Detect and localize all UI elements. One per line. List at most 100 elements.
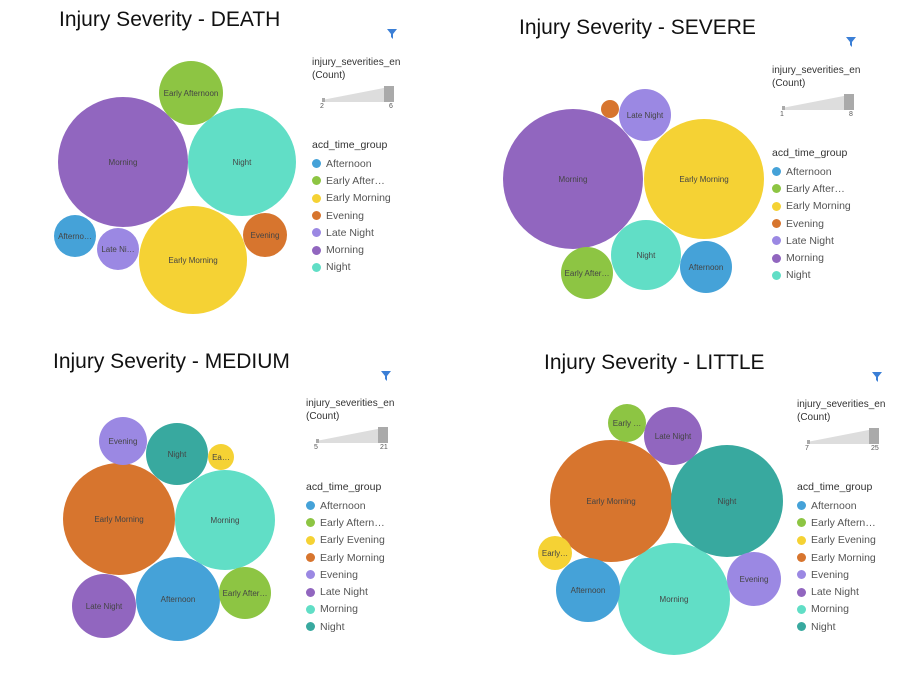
bubble-label: Early Afternoon — [164, 89, 219, 98]
size-legend-title: injury_severities_en — [306, 398, 395, 409]
legend-item[interactable]: Early Aftern… — [306, 514, 385, 531]
bubble-night[interactable] — [671, 445, 783, 557]
bubble-early-morning[interactable] — [139, 206, 247, 314]
bubble-label: Night — [168, 450, 187, 459]
bubble-morning[interactable] — [175, 470, 275, 570]
legend-item[interactable]: Late Night — [797, 583, 876, 600]
color-legend: acd_time_group Afternoon Early Aftern… Ear… — [306, 481, 385, 635]
legend-item[interactable]: Morning — [312, 241, 391, 258]
bubble-early-evening[interactable] — [208, 444, 234, 470]
legend-item[interactable]: Late Night — [772, 232, 851, 249]
bubble-late-night[interactable] — [72, 574, 136, 638]
size-legend-subtitle: (Count) — [797, 412, 831, 423]
legend-item[interactable]: Night — [772, 267, 851, 284]
size-legend-max: 8 — [849, 111, 853, 118]
legend-item[interactable]: Early Evening — [797, 532, 876, 549]
bubble-label: Ea… — [212, 453, 230, 462]
bubble-early-afternoon[interactable] — [608, 404, 646, 442]
legend-item[interactable]: Early Morning — [306, 549, 385, 566]
bubble-late-night[interactable] — [97, 228, 139, 270]
bubble-label: Early After… — [565, 269, 610, 278]
bubble-evening[interactable] — [99, 417, 147, 465]
bubble-afternoon[interactable] — [136, 557, 220, 641]
bubble-late-night[interactable] — [619, 89, 671, 141]
bubble-early-afternoon[interactable] — [219, 567, 271, 619]
bubble-label: Night — [233, 158, 252, 167]
size-legend: injury_severities_en (Count) 2 6 — [312, 56, 402, 116]
legend-label: Night — [811, 620, 836, 633]
legend-item[interactable]: Afternoon — [772, 163, 851, 180]
chart-title: Injury Severity - DEATH — [59, 8, 281, 31]
legend-item[interactable]: Night — [312, 259, 391, 276]
legend-item[interactable]: Late Night — [306, 583, 385, 600]
legend-item[interactable]: Evening — [312, 207, 391, 224]
legend-item[interactable]: Early After… — [312, 172, 391, 189]
bubble-early-morning[interactable] — [644, 119, 764, 239]
bubble-evening[interactable] — [727, 552, 781, 606]
legend-label: Afternoon — [811, 499, 857, 512]
legend-label: Early Morning — [326, 192, 391, 205]
bubble-label: Late Ni… — [101, 245, 134, 254]
bubble-afternoon[interactable] — [54, 215, 96, 257]
bubble-morning[interactable] — [503, 109, 643, 249]
legend-swatch — [772, 184, 781, 194]
filter-icon[interactable] — [871, 371, 883, 383]
bubble-early-afternoon[interactable] — [561, 247, 613, 299]
bubble-early-morning[interactable] — [63, 463, 175, 575]
legend-swatch — [312, 176, 321, 186]
legend-label: Early Aftern… — [320, 516, 385, 529]
legend-swatch — [306, 501, 315, 511]
legend-item[interactable]: Early Morning — [772, 198, 851, 215]
legend-swatch — [797, 535, 806, 545]
legend-item[interactable]: Morning — [772, 249, 851, 266]
bubble-label: Evening — [740, 575, 769, 584]
bubble-evening[interactable] — [601, 100, 619, 118]
legend-item[interactable]: Afternoon — [306, 497, 385, 514]
bubble-afternoon[interactable] — [556, 558, 620, 622]
filter-icon[interactable] — [380, 370, 392, 382]
bubble-label: Early After… — [223, 589, 268, 598]
legend-item[interactable]: Early Aftern… — [797, 514, 876, 531]
legend-label: Evening — [786, 217, 824, 230]
legend-swatch — [306, 604, 315, 614]
legend-item[interactable]: Late Night — [312, 224, 391, 241]
legend-item[interactable]: Evening — [772, 215, 851, 232]
size-legend-scale — [782, 94, 854, 110]
bubble-early-morning[interactable] — [550, 440, 672, 562]
bubble-afternoon[interactable] — [680, 241, 732, 293]
bubble-night[interactable] — [611, 220, 681, 290]
color-legend: acd_time_group Afternoon Early After… Earl… — [312, 139, 391, 276]
legend-label: Late Night — [326, 226, 374, 239]
bubble-label: Night — [637, 251, 656, 260]
bubble-early-afternoon[interactable] — [159, 61, 223, 125]
legend-item[interactable]: Morning — [306, 601, 385, 618]
bubble-early-evening[interactable] — [538, 536, 572, 570]
bubble-morning[interactable] — [58, 97, 188, 227]
legend-item[interactable]: Early Evening — [306, 532, 385, 549]
bubble-chart-death: Morning Night Early Morning Early Afternoon… — [54, 61, 296, 314]
legend-label: Evening — [811, 568, 849, 581]
filter-icon[interactable] — [386, 28, 398, 40]
legend-item[interactable]: Evening — [797, 566, 876, 583]
bubble-morning[interactable] — [618, 543, 730, 655]
size-legend-title: injury_severities_en — [797, 399, 886, 410]
legend-item[interactable]: Evening — [306, 566, 385, 583]
legend-swatch — [312, 262, 321, 272]
legend-item[interactable]: Morning — [797, 601, 876, 618]
bubble-evening[interactable] — [243, 213, 287, 257]
legend-item[interactable]: Early Morning — [312, 190, 391, 207]
legend-swatch — [772, 270, 781, 280]
legend-item[interactable]: Night — [797, 618, 876, 635]
bubble-late-night[interactable] — [644, 407, 702, 465]
legend-item[interactable]: Early Morning — [797, 549, 876, 566]
legend-item[interactable]: Early After… — [772, 180, 851, 197]
legend-item[interactable]: Afternoon — [312, 155, 391, 172]
legend-item[interactable]: Afternoon — [797, 497, 876, 514]
legend-label: Evening — [320, 568, 358, 581]
bubble-night[interactable] — [146, 423, 208, 485]
bubble-night[interactable] — [188, 108, 296, 216]
filter-icon[interactable] — [845, 36, 857, 48]
legend-item[interactable]: Night — [306, 618, 385, 635]
legend-label: Late Night — [786, 234, 834, 247]
legend-label: Morning — [786, 252, 824, 265]
